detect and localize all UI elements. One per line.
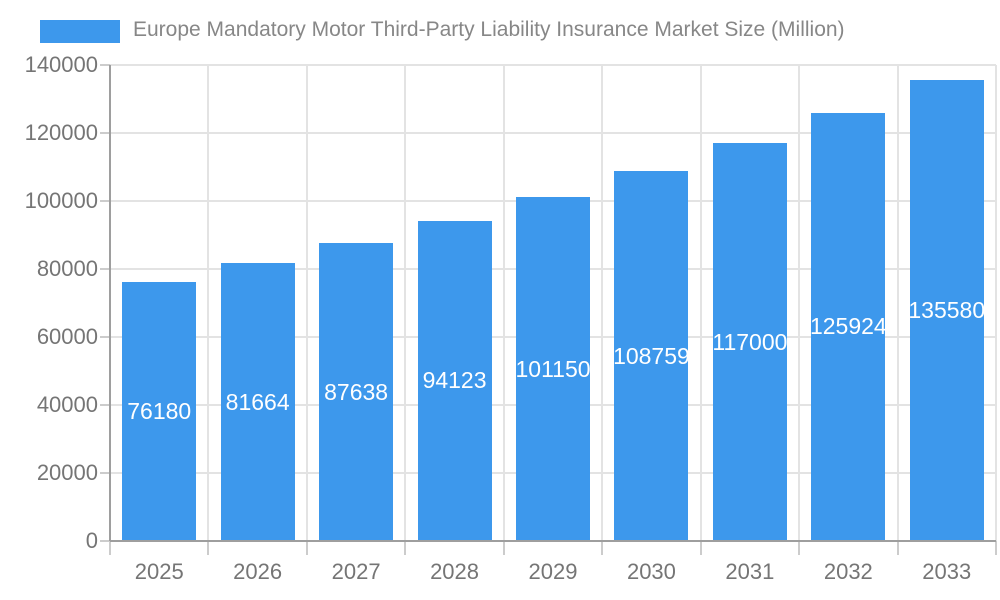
bar-value-label: 135580 [909, 297, 984, 323]
x-axis-label: 2029 [528, 559, 578, 584]
chart-title: Europe Mandatory Motor Third-Party Liabi… [133, 18, 845, 41]
x-gridline [305, 65, 308, 541]
bar-value-label: 108759 [614, 342, 689, 369]
bar[interactable]: 81664 [220, 263, 295, 541]
y-axis-label: 80000 [36, 256, 98, 281]
x-axis-label: 2027 [331, 559, 381, 584]
x-axis-tick [601, 541, 604, 555]
bar-value-label: 125924 [811, 313, 886, 340]
bar-value-label: 94123 [422, 367, 487, 394]
y-gridline [110, 64, 996, 66]
y-axis-tick [100, 404, 110, 406]
x-gridline [995, 65, 997, 541]
y-axis-label: 60000 [36, 324, 98, 349]
x-axis-tick [109, 541, 111, 555]
x-axis-tick [896, 541, 899, 555]
x-axis-tick [404, 541, 407, 555]
y-axis-tick [100, 200, 110, 202]
x-gridline [798, 65, 801, 541]
bar[interactable]: 87638 [319, 243, 394, 541]
x-axis-tick [502, 541, 505, 555]
x-axis-label: 2026 [233, 559, 283, 584]
y-axis-label: 20000 [36, 460, 98, 485]
y-axis-tick [100, 268, 110, 270]
y-axis-tick [100, 64, 110, 66]
x-axis-tick [305, 541, 308, 555]
bar-value-label: 87638 [324, 378, 389, 405]
x-gridline [601, 65, 604, 541]
bar[interactable]: 108759 [614, 171, 689, 541]
y-axis-label: 40000 [36, 392, 98, 417]
x-gridline [404, 65, 407, 541]
x-axis-label: 2030 [626, 559, 676, 584]
x-gridline [699, 65, 702, 541]
y-axis-tick [100, 540, 110, 542]
legend-swatch[interactable] [40, 20, 120, 43]
y-axis-label: 140000 [24, 52, 98, 77]
bar-value-label: 117000 [712, 328, 787, 355]
y-axis-tick [100, 336, 110, 338]
x-gridline [207, 65, 210, 541]
x-axis-label: 2028 [430, 559, 480, 584]
x-gridline [896, 65, 899, 541]
x-gridline [502, 65, 505, 541]
bar-value-label: 101150 [516, 355, 590, 382]
bar[interactable]: 125924 [811, 112, 886, 541]
bar[interactable]: 117000 [712, 143, 787, 541]
bar-value-label: 81664 [225, 388, 290, 415]
bar-value-label: 76180 [127, 397, 192, 424]
y-axis-label: 120000 [24, 120, 98, 145]
y-axis-tick [100, 132, 110, 134]
y-axis-line [109, 65, 111, 541]
bar[interactable]: 101150 [516, 197, 590, 541]
x-axis-label: 2031 [725, 559, 775, 584]
x-axis-tick [798, 541, 801, 555]
y-axis-label: 0 [85, 528, 98, 553]
x-axis-label: 2025 [134, 559, 184, 584]
x-axis-line [110, 540, 996, 542]
x-axis-label: 2032 [823, 559, 873, 584]
bar[interactable]: 135580 [909, 80, 984, 541]
x-axis-label: 2033 [922, 559, 972, 584]
y-axis-tick [100, 472, 110, 474]
x-axis-tick [995, 541, 997, 555]
bar[interactable]: 94123 [417, 220, 492, 541]
bar[interactable]: 76180 [122, 281, 197, 541]
x-axis-tick [699, 541, 702, 555]
y-gridline [110, 132, 996, 134]
y-axis-label: 100000 [24, 188, 98, 213]
x-axis-tick [207, 541, 210, 555]
